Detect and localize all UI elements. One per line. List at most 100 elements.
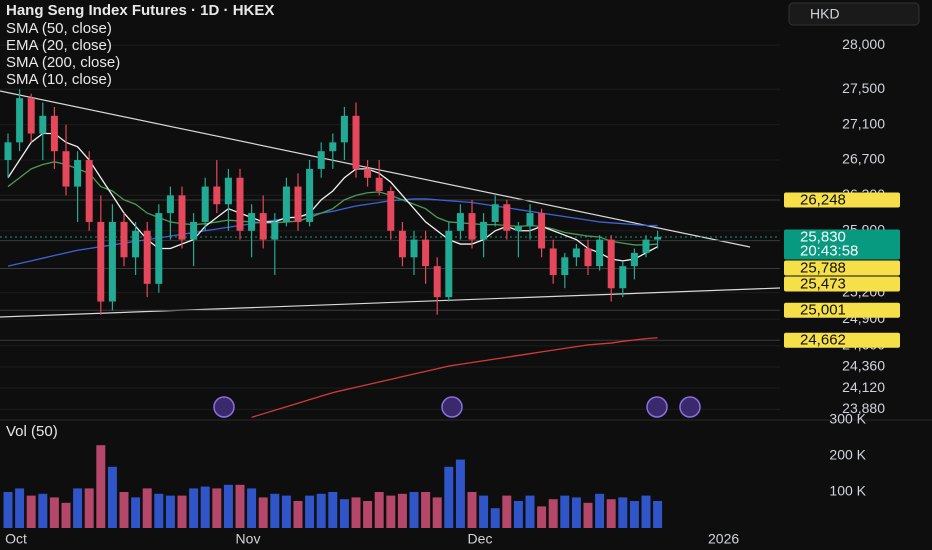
candle-body (282, 186, 290, 222)
volume-bar (258, 497, 268, 528)
candle-body (410, 239, 418, 258)
x-tick-label: 2026 (708, 531, 739, 547)
volume-bar (281, 495, 291, 528)
candle-body (224, 177, 232, 205)
legend-entry: SMA (50, close) (6, 20, 112, 37)
volume-bar (560, 495, 570, 528)
volume-bar (606, 499, 616, 528)
candle-body (480, 221, 488, 240)
volume-bar (142, 488, 152, 528)
volume-bar (363, 501, 373, 528)
volume-bar (629, 501, 639, 528)
event-icon[interactable] (213, 396, 235, 418)
volume-bar (49, 497, 59, 528)
volume-bar (73, 488, 83, 528)
candle-body (375, 177, 383, 191)
candle-body (39, 115, 47, 134)
ma-line (7, 161, 658, 246)
event-icons[interactable] (213, 396, 701, 418)
volume-bar (583, 502, 593, 528)
ma-line (251, 337, 658, 418)
volume-bar (618, 497, 628, 528)
candle-body (329, 142, 337, 152)
volume-bar (374, 492, 384, 528)
volume-bar (421, 492, 431, 528)
x-tick-label: Dec (468, 531, 493, 547)
volume-bar (653, 501, 663, 528)
y-tick-label: 200 K (829, 447, 866, 463)
price-tag-label: 25,473 (800, 275, 846, 292)
volume-bar (189, 488, 199, 528)
legend-entry: SMA (200, close) (6, 54, 120, 71)
countdown-label: 20:43:58 (800, 242, 858, 259)
candle-body (549, 248, 557, 275)
candle-body (85, 160, 93, 222)
candle-body (445, 230, 453, 298)
volume-bar (502, 495, 512, 528)
candle-body (596, 239, 604, 267)
candle-body (538, 213, 546, 249)
candle-body (50, 115, 58, 152)
volume-bar (26, 495, 36, 528)
candle-body (630, 252, 638, 267)
volume-bar (641, 495, 651, 528)
y-tick-label: 24,360 (842, 358, 885, 374)
volume-bar (3, 492, 13, 528)
grid: 28,00027,50027,10026,70026,30025,90025,2… (0, 36, 885, 416)
candle-body (306, 168, 314, 222)
candle-body (213, 186, 221, 205)
candle-body (4, 142, 12, 161)
candle-body (201, 186, 209, 222)
volume-bar (525, 495, 535, 528)
candle-body (340, 115, 348, 143)
price-tag-label: 24,662 (800, 332, 846, 349)
candle-body (456, 213, 464, 231)
event-icon[interactable] (441, 396, 463, 418)
candle-body (572, 248, 580, 258)
candle-body (190, 221, 198, 240)
volume-bar (235, 484, 245, 528)
legend-entry: EMA (20, close) (6, 37, 112, 54)
volume-bar (38, 493, 48, 528)
candle-body (607, 239, 615, 289)
volume-bar (177, 495, 187, 528)
currency-label[interactable]: HKD (810, 6, 840, 22)
candle-body (433, 266, 441, 298)
volume-bar (328, 492, 338, 528)
y-tick-label: 23,880 (842, 400, 885, 416)
y-tick-label: 24,120 (842, 379, 885, 395)
candle-body (132, 230, 140, 258)
volume-bar (119, 492, 129, 528)
volume-bar (316, 493, 326, 528)
candle-body (155, 213, 163, 284)
volume-bar (61, 502, 71, 528)
y-tick-label: 300 K (829, 411, 866, 427)
candle-body (248, 213, 256, 231)
volume-bar (339, 499, 349, 528)
volume-bar (444, 466, 454, 528)
candle-body (143, 230, 151, 284)
candle-body (422, 239, 430, 267)
event-icon[interactable] (646, 396, 668, 418)
candle-body (166, 195, 174, 214)
price-tag (784, 332, 900, 348)
price-tag (784, 302, 900, 318)
candle-body (514, 226, 522, 231)
currency-button[interactable] (788, 2, 920, 26)
candle-body (654, 236, 662, 240)
candle-body (642, 239, 650, 253)
candle-body (62, 151, 70, 187)
legend-entry: SMA (10, close) (6, 71, 112, 88)
ma-line (7, 132, 658, 262)
price-tag (784, 229, 900, 260)
plot (0, 89, 780, 528)
candle-body (108, 221, 116, 302)
volume-bar (212, 488, 222, 528)
volume-bar (455, 459, 465, 528)
volume-bar (270, 493, 280, 528)
x-tick-label: Oct (5, 531, 27, 547)
candle-body (387, 190, 395, 231)
event-icon[interactable] (679, 396, 701, 418)
volume-bar (432, 497, 442, 528)
